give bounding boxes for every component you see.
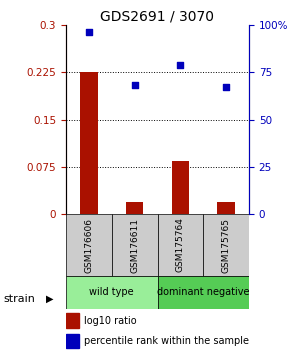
Bar: [203, 214, 249, 276]
Text: GSM175765: GSM175765: [222, 218, 231, 273]
Bar: [66, 313, 79, 328]
Text: strain: strain: [3, 294, 35, 304]
Point: [86, 29, 91, 35]
Bar: [80, 72, 98, 214]
Bar: [112, 214, 158, 276]
Bar: [172, 161, 189, 214]
Text: GSM176611: GSM176611: [130, 218, 139, 273]
Bar: [66, 334, 79, 348]
Bar: [66, 214, 112, 276]
Point: [178, 62, 183, 67]
Bar: [158, 276, 249, 309]
Text: percentile rank within the sample: percentile rank within the sample: [84, 336, 249, 346]
Text: log10 ratio: log10 ratio: [84, 316, 137, 326]
Title: GDS2691 / 3070: GDS2691 / 3070: [100, 10, 214, 24]
Text: GSM176606: GSM176606: [84, 218, 93, 273]
Point: [132, 82, 137, 88]
Text: wild type: wild type: [89, 287, 134, 297]
Bar: [218, 202, 235, 214]
Bar: [66, 276, 158, 309]
Bar: [158, 214, 203, 276]
Text: GSM175764: GSM175764: [176, 218, 185, 273]
Point: [224, 85, 229, 90]
Bar: [126, 202, 143, 214]
Text: dominant negative: dominant negative: [157, 287, 250, 297]
Text: ▶: ▶: [46, 294, 53, 304]
